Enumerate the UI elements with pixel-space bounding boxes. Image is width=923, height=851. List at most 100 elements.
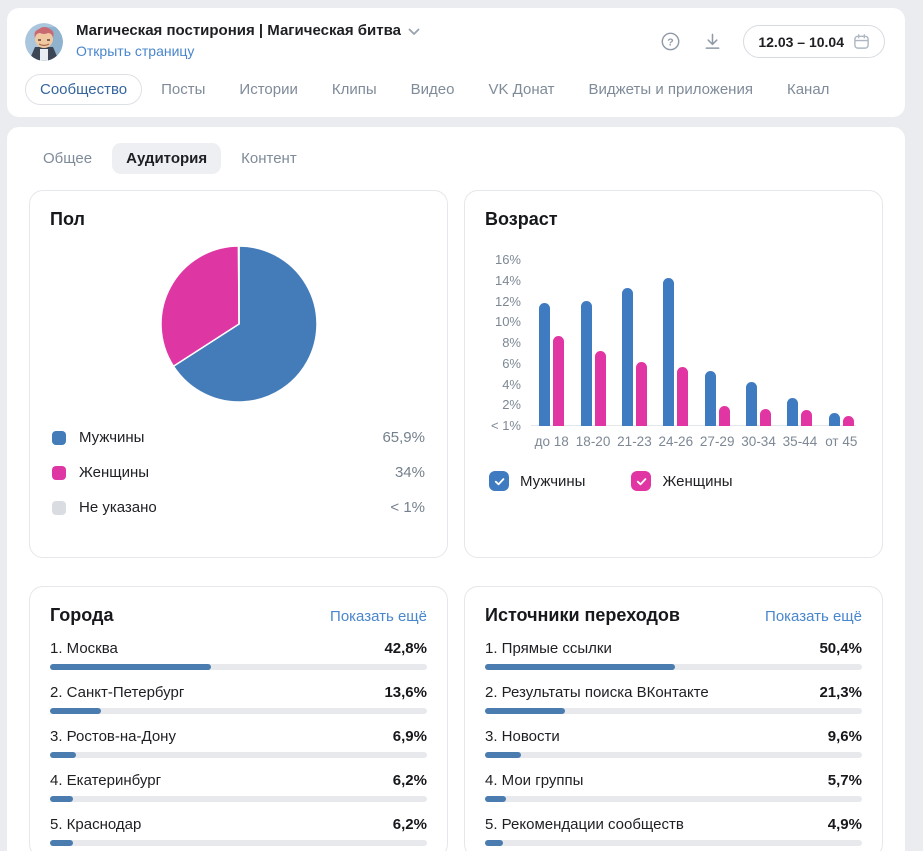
- tab-виджеты-и-приложения[interactable]: Виджеты и приложения: [573, 74, 767, 105]
- x-label: от 45: [825, 434, 858, 449]
- date-range-button[interactable]: 12.03 – 10.04: [743, 25, 885, 58]
- bar-женщины-от45: [842, 415, 854, 426]
- tab-канал[interactable]: Канал: [772, 74, 844, 105]
- city-value: 13,6%: [384, 684, 427, 701]
- city-row: 2. Санкт-Петербург 13,6%: [50, 684, 427, 714]
- card-age: Возраст до 18 18-20 21-23 24-26 27-29 30-34 35…: [464, 190, 883, 558]
- checkbox-мужчины[interactable]: [489, 471, 509, 491]
- card-sources-head: Источники переходов Показать ещё: [485, 605, 862, 626]
- x-label: до 18: [534, 434, 569, 449]
- card-age-head: Возраст: [485, 209, 862, 230]
- download-icon-glyph: [705, 33, 720, 49]
- card-cities-title: Города: [50, 605, 114, 625]
- y-tick: 8%: [502, 335, 521, 350]
- age-plot-area: [531, 260, 862, 426]
- bar-мужчины-до18: [539, 302, 551, 426]
- bar-мужчины-21-23: [621, 288, 633, 426]
- source-row: 4. Мои группы 5,7%: [485, 772, 862, 802]
- source-label: 4. Мои группы: [485, 772, 584, 789]
- checkbox-item-мужчины[interactable]: Мужчины: [489, 471, 585, 491]
- checkbox-item-женщины[interactable]: Женщины: [631, 471, 733, 491]
- y-tick: 16%: [494, 252, 521, 267]
- tab-клипы[interactable]: Клипы: [317, 74, 392, 105]
- check-icon: [494, 477, 504, 485]
- city-progress-fill: [50, 796, 74, 802]
- bar-мужчины-30-34: [746, 382, 758, 426]
- source-progress-fill: [485, 840, 504, 846]
- source-value: 4,9%: [827, 816, 862, 833]
- legend-swatch-женщины: [52, 465, 66, 480]
- bar-женщины-27-29: [718, 406, 730, 426]
- y-tick: 6%: [502, 355, 521, 371]
- y-tick: 2%: [502, 397, 521, 413]
- tab-истории[interactable]: Истории: [224, 74, 312, 105]
- x-label: 30-34: [741, 434, 776, 449]
- checkbox-женщины[interactable]: [631, 471, 652, 491]
- sources-list: 1. Прямые ссылки 50,4% 2. Результаты поиск…: [485, 640, 862, 846]
- subtab-общее[interactable]: Общее: [29, 143, 106, 174]
- city-label: 1. Москва: [50, 640, 118, 657]
- source-row-head: 4. Мои группы 5,7%: [485, 772, 862, 789]
- city-row-head: 3. Ростов-на-Дону 6,9%: [50, 728, 427, 745]
- bar-женщины-18-20: [594, 351, 606, 426]
- bar-group-до18: [531, 260, 572, 426]
- source-row: 2. Результаты поиска ВКонтакте 21,3%: [485, 684, 862, 714]
- gender-legend: Мужчины 65,9% Женщины 34% Не указано < 1%: [50, 420, 427, 525]
- calendar-icon: [854, 34, 869, 49]
- source-label: 5. Рекомендации сообществ: [485, 816, 684, 833]
- source-row-head: 2. Результаты поиска ВКонтакте 21,3%: [485, 684, 862, 701]
- chevron-down-icon: [408, 28, 420, 35]
- title-block: Магическая постирония | Магическая битва…: [76, 22, 659, 61]
- subtab-аудитория[interactable]: Аудитория: [112, 143, 222, 174]
- series-checkboxes: Мужчины Женщины: [485, 471, 862, 491]
- source-label: 2. Результаты поиска ВКонтакте: [485, 684, 709, 701]
- tab-vk-донат[interactable]: VK Донат: [473, 74, 569, 105]
- city-progress-fill: [50, 840, 74, 846]
- download-icon[interactable]: [701, 31, 723, 53]
- y-tick: < 1%: [491, 418, 521, 433]
- help-icon-glyph: ?: [661, 32, 680, 51]
- bar-group-от45: [821, 260, 862, 426]
- age-bar-chart: до 18 18-20 21-23 24-26 27-29 30-34 35-44 от 45…: [485, 253, 862, 450]
- bar-group-24-26: [655, 260, 696, 426]
- header-panel: Магическая постирония | Магическая битва…: [7, 8, 905, 117]
- sub-tabs: Общее Аудитория Контент: [29, 143, 883, 174]
- legend-row: Мужчины 65,9%: [50, 420, 427, 455]
- city-row-head: 4. Екатеринбург 6,2%: [50, 772, 427, 789]
- card-sources: Источники переходов Показать ещё 1. Прям…: [464, 586, 883, 851]
- y-tick: 14%: [494, 272, 521, 288]
- pie-slice-мужчины: [171, 245, 318, 403]
- bar-женщины-до18: [553, 335, 565, 426]
- checkbox-label: Женщины: [662, 472, 733, 490]
- tab-видео[interactable]: Видео: [396, 74, 470, 105]
- subtab-контент[interactable]: Контент: [227, 143, 311, 174]
- legend-label: Женщины: [79, 464, 150, 481]
- city-row: 5. Краснодар 6,2%: [50, 816, 427, 846]
- bar-groups: [531, 260, 862, 426]
- title-row[interactable]: Магическая постирония | Магическая битва: [76, 22, 659, 39]
- city-row: 3. Ростов-на-Дону 6,9%: [50, 728, 427, 758]
- tab-сообщество[interactable]: Сообщество: [25, 74, 143, 105]
- help-icon[interactable]: ?: [659, 31, 681, 53]
- card-age-title: Возраст: [485, 209, 558, 229]
- community-avatar[interactable]: [25, 22, 63, 61]
- source-progress-fill: [485, 708, 566, 714]
- source-progress-track: [485, 796, 862, 802]
- legend-row: Женщины 34%: [50, 455, 427, 490]
- source-row-head: 1. Прямые ссылки 50,4%: [485, 640, 862, 657]
- tab-посты[interactable]: Посты: [146, 74, 220, 105]
- card-gender-head: Пол: [50, 209, 427, 230]
- source-row: 5. Рекомендации сообществ 4,9%: [485, 816, 862, 846]
- legend-value: 65,9%: [382, 429, 425, 446]
- sources-show-more-link[interactable]: Показать ещё: [765, 608, 862, 625]
- bar-мужчины-18-20: [580, 300, 592, 426]
- card-sources-title: Источники переходов: [485, 605, 680, 625]
- legend-label: Мужчины: [79, 429, 145, 446]
- header-top: Магическая постирония | Магическая битва…: [25, 22, 885, 61]
- source-progress-track: [485, 840, 862, 846]
- x-label: 35-44: [782, 434, 818, 449]
- source-progress-fill: [485, 664, 675, 670]
- open-page-link[interactable]: Открыть страницу: [76, 43, 195, 59]
- cities-show-more-link[interactable]: Показать ещё: [330, 608, 427, 625]
- bar-group-35-44: [779, 260, 820, 426]
